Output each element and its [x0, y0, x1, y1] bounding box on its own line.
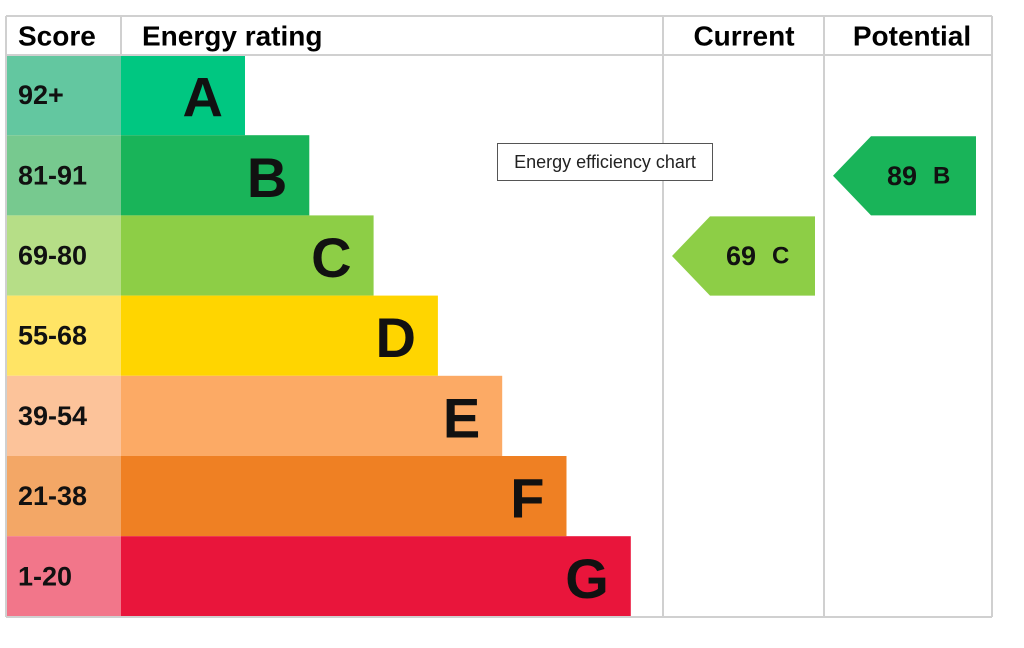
rating-bar	[121, 456, 567, 537]
score-label: 92+	[18, 80, 64, 110]
header-rating: Energy rating	[142, 21, 322, 52]
score-cell	[6, 375, 121, 456]
potential-arrow	[833, 136, 976, 216]
rating-bar	[121, 135, 310, 216]
score-cell	[6, 135, 121, 216]
score-cell	[6, 295, 121, 376]
rating-bar	[121, 295, 438, 376]
current-letter: C	[772, 243, 789, 270]
rating-letter: E	[443, 386, 480, 449]
score-label: 21-38	[18, 481, 87, 511]
rating-letter: A	[183, 66, 223, 129]
rating-letter: G	[565, 547, 609, 610]
score-label: 1-20	[18, 561, 72, 591]
rating-bar	[121, 536, 631, 617]
score-label: 55-68	[18, 321, 87, 351]
score-label: 81-91	[18, 160, 87, 190]
header-potential: Potential	[853, 21, 971, 52]
rating-bar	[121, 375, 503, 456]
potential-letter: B	[933, 162, 950, 189]
score-label: 39-54	[18, 401, 87, 431]
score-cell	[6, 215, 121, 296]
rating-letter: F	[510, 467, 544, 530]
rating-letter: B	[247, 146, 287, 209]
score-cell	[6, 456, 121, 537]
current-arrow	[672, 216, 815, 296]
rating-letter: C	[311, 226, 351, 289]
rating-bar	[121, 55, 245, 136]
rating-bar	[121, 215, 374, 296]
header-current: Current	[693, 21, 794, 52]
tooltip-text: Energy efficiency chart	[514, 152, 696, 172]
score-label: 69-80	[18, 241, 87, 271]
tooltip-box	[497, 143, 713, 181]
score-cell	[6, 536, 121, 617]
rating-letter: D	[375, 306, 415, 369]
score-cell	[6, 55, 121, 136]
potential-value: 89	[887, 161, 917, 191]
current-value: 69	[726, 241, 756, 271]
header-score: Score	[18, 21, 96, 52]
